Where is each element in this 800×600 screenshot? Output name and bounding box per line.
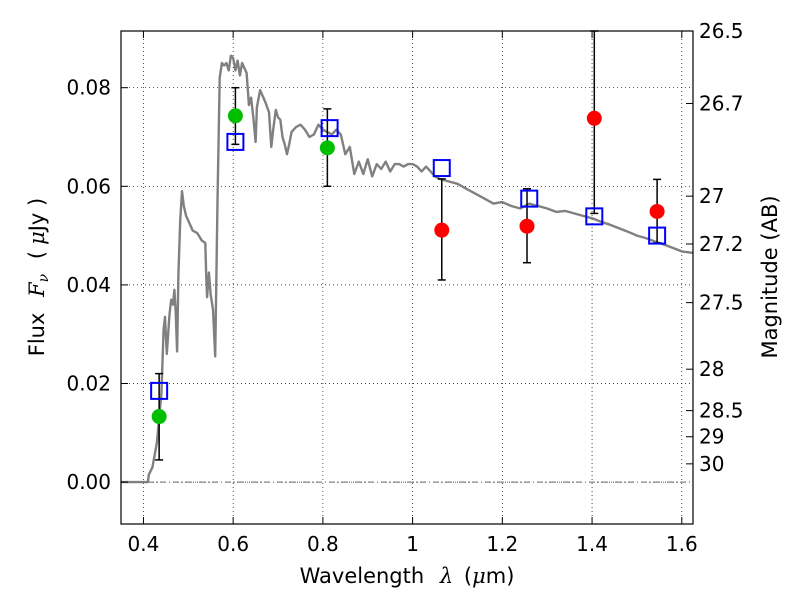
mag-tick-label: 27.5 — [699, 291, 744, 315]
plot-frame — [120, 30, 694, 525]
green-data-point — [319, 140, 335, 156]
x-axis-title: Wavelength λ (μm) — [300, 564, 515, 588]
y-axis-symbol: F — [25, 281, 49, 298]
mag-tick-label: 26.7 — [699, 91, 744, 115]
x-tick-label: 0.6 — [217, 532, 249, 556]
x-tick-label: 0.4 — [128, 532, 160, 556]
x-tick-label: 1.6 — [666, 532, 698, 556]
y-axis-subscript: ν — [36, 273, 52, 282]
mag-tick-label: 26.5 — [699, 19, 744, 43]
y-axis-title: Flux Fν ( μJy ) — [25, 198, 53, 356]
model-spectrum-line — [121, 54, 694, 484]
y-axis-unit-rest: Jy ) — [25, 198, 49, 234]
x-axis-title-prefix: Wavelength — [300, 564, 425, 588]
red-data-point — [649, 203, 665, 219]
model-photometry-square — [520, 189, 539, 208]
red-data-point — [519, 218, 535, 234]
y-tick-label: 0.02 — [66, 371, 111, 395]
model-photometry-square — [150, 381, 169, 400]
ticks: 0.4 0.6 0.8 1 1.2 1.4 1.6 0.00 0.02 0.04 0.06 0.08 2… — [66, 19, 743, 556]
x-tick-label: 1.2 — [486, 532, 518, 556]
magnitude-axis-title: Magnitude (AB) — [758, 195, 782, 358]
plot-area — [121, 30, 694, 484]
mag-tick-label: 28.5 — [699, 399, 744, 423]
mag-tick-label: 30 — [699, 452, 724, 476]
x-axis-lambda: λ — [439, 564, 453, 588]
grid — [121, 31, 693, 524]
x-axis-unit-rest: m) — [486, 564, 515, 588]
y-axis-title-prefix: Flux — [25, 313, 49, 357]
mag-tick-label: 27.2 — [699, 232, 744, 256]
model-photometry-square — [432, 159, 451, 178]
model-photometry-square — [648, 226, 667, 245]
y-tick-label: 0.06 — [66, 174, 111, 198]
y-tick-label: 0.04 — [66, 273, 111, 297]
y-axis-unit-open: ( — [25, 251, 49, 259]
red-data-point — [434, 222, 450, 238]
green-data-point — [151, 409, 167, 425]
mag-tick-label: 29 — [699, 425, 724, 449]
green-data-point — [227, 108, 243, 124]
model-photometry-square — [585, 207, 604, 226]
x-axis-unit-mu: μ — [472, 564, 486, 588]
x-tick-label: 1.4 — [576, 532, 608, 556]
y-tick-label: 0.08 — [66, 76, 111, 100]
mag-tick-label: 27 — [699, 184, 724, 208]
x-tick-label: 1 — [406, 532, 419, 556]
mag-tick-label: 28 — [699, 357, 724, 381]
red-data-point — [586, 110, 602, 126]
model-photometry-square — [320, 119, 339, 138]
model-photometry-square — [226, 132, 245, 151]
x-axis-unit-open: ( — [464, 564, 472, 588]
y-axis-unit-mu: μ — [25, 231, 49, 245]
y-tick-label: 0.00 — [66, 470, 111, 494]
x-tick-label: 0.8 — [307, 532, 339, 556]
